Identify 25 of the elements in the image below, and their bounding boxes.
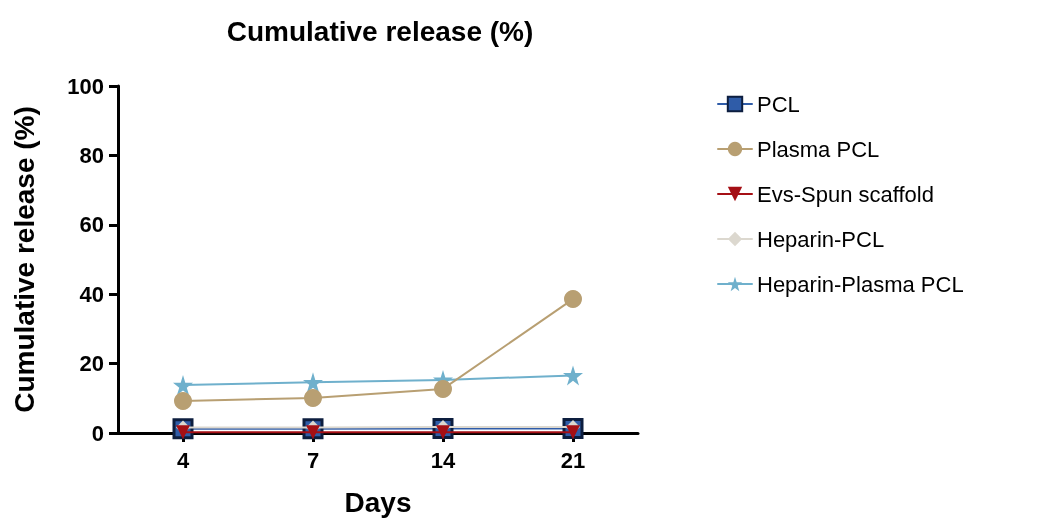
x-tick-label: 7 xyxy=(306,447,320,473)
point xyxy=(304,388,322,407)
y-axis-title: Cumulative release (%) xyxy=(8,106,40,413)
y-tick-label: 80 xyxy=(79,142,104,168)
x-tick-label: 14 xyxy=(430,447,456,473)
x-tick-label: 21 xyxy=(560,447,586,473)
point xyxy=(173,375,193,396)
legend-label: Plasma PCL xyxy=(757,136,880,162)
y-tick-label: 20 xyxy=(79,351,104,377)
point xyxy=(564,290,582,309)
chart-title: Cumulative release (%) xyxy=(226,15,534,47)
y-tick-label: 0 xyxy=(91,420,104,446)
y-tick-label: 100 xyxy=(67,73,104,99)
y-tick-label: 60 xyxy=(79,212,104,238)
point xyxy=(434,379,452,398)
point xyxy=(303,372,323,393)
legend-label: Evs-Spun scaffold xyxy=(757,181,934,207)
y-tick-label: 40 xyxy=(79,281,104,307)
legend-label: Heparin-Plasma PCL xyxy=(757,271,964,297)
x-axis-title: Days xyxy=(344,486,412,518)
legend-label: Heparin-PCL xyxy=(757,226,885,252)
legend-label: PCL xyxy=(757,91,800,117)
point xyxy=(563,365,583,386)
point xyxy=(174,392,192,411)
x-tick-label: 4 xyxy=(176,447,190,473)
